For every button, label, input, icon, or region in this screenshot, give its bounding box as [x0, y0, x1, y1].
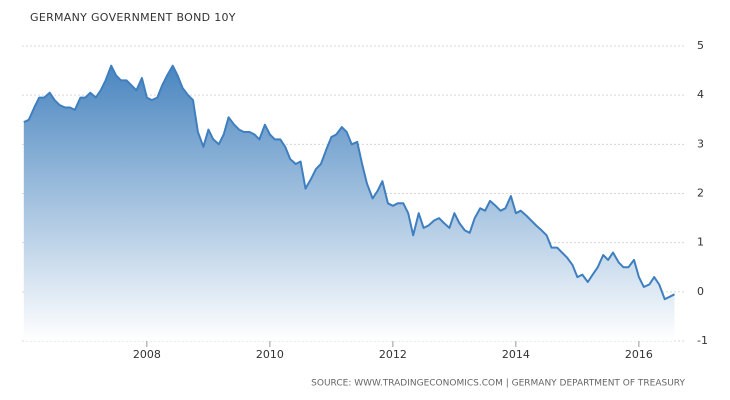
- y-tick-label: 2: [697, 187, 704, 200]
- source-note: SOURCE: WWW.TRADINGECONOMICS.COM | GERMA…: [311, 379, 685, 389]
- line: [23, 64, 675, 301]
- x-tick-label: 2010: [256, 348, 284, 361]
- x-tick-label: 2016: [625, 348, 653, 361]
- y-tick-label: 1: [697, 236, 704, 249]
- x-tick-label: 2014: [502, 348, 530, 361]
- y-tick-label: 5: [697, 39, 704, 52]
- x-tick-label: 2008: [133, 348, 161, 361]
- chart-title: GERMANY GOVERNMENT BOND 10Y: [30, 11, 236, 24]
- y-tick-label: 3: [697, 137, 704, 150]
- y-tick-label: 0: [697, 285, 704, 298]
- y-tick-label: -1: [697, 334, 708, 347]
- y-tick-label: 4: [697, 88, 704, 101]
- area-fill: [23, 65, 675, 341]
- x-tick-label: 2012: [379, 348, 407, 361]
